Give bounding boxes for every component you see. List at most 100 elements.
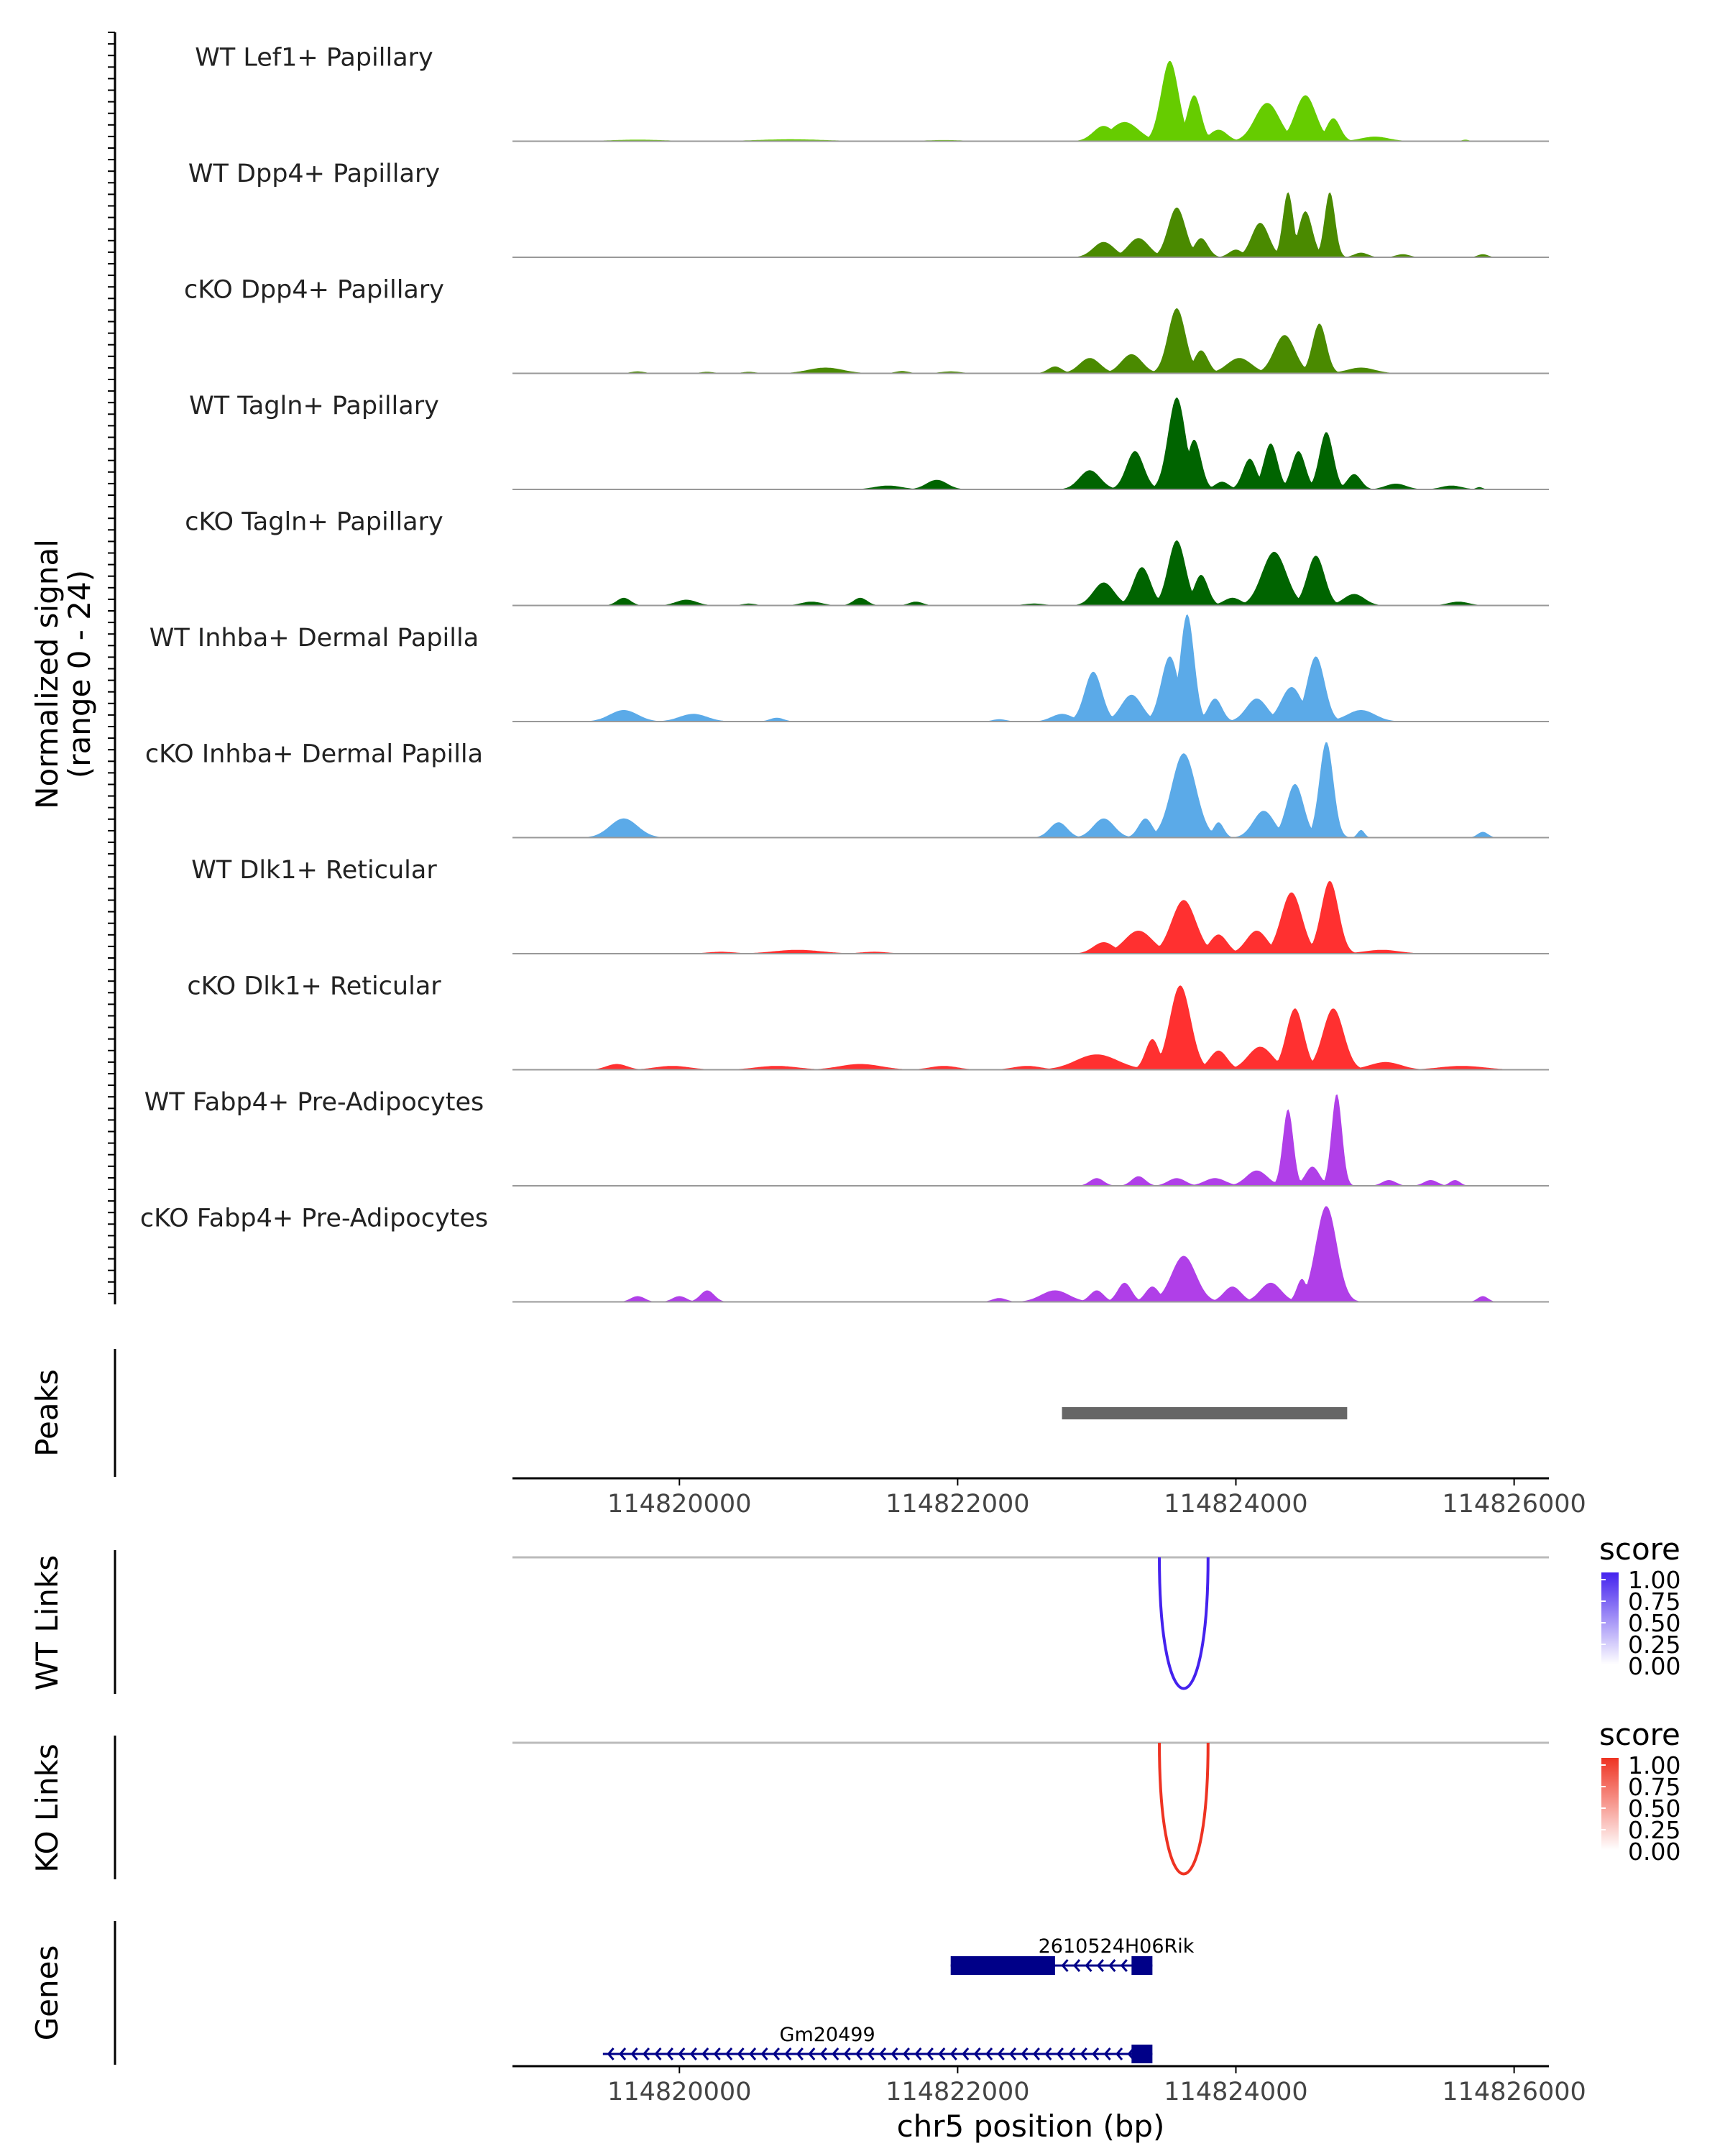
strand-arrow bbox=[819, 2047, 827, 2060]
strand-arrow bbox=[1103, 2047, 1111, 2060]
strand-arrow bbox=[997, 2047, 1005, 2060]
strand-arrow bbox=[1056, 2047, 1064, 2060]
coverage-track: WT Lef1+ Papillary bbox=[195, 44, 1549, 142]
x-tick-label: 114820000 bbox=[607, 1490, 751, 1519]
coverage-area bbox=[512, 540, 1549, 606]
track-label: cKO Tagln+ Papillary bbox=[185, 508, 443, 537]
strand-arrow bbox=[607, 2047, 615, 2060]
coverage-y-label: Normalized signal bbox=[29, 539, 65, 809]
legend-tick-label: 0.50 bbox=[1628, 1795, 1680, 1823]
strand-arrow bbox=[702, 2047, 709, 2060]
strand-arrow bbox=[760, 2047, 768, 2060]
x-axis-top: 114820000 114822000 114824000 114826000 bbox=[512, 1477, 1586, 1519]
coverage-area bbox=[512, 880, 1549, 954]
coverage-track: cKO Tagln+ Papillary bbox=[185, 508, 1549, 607]
strand-arrow bbox=[843, 2047, 851, 2060]
strand-arrow bbox=[878, 2047, 887, 2060]
strand-arrow bbox=[678, 2047, 686, 2060]
coverage-area bbox=[512, 397, 1549, 489]
strand-arrow bbox=[1068, 2047, 1076, 2060]
legend-colorbar bbox=[1601, 1758, 1619, 1850]
strand-arrow bbox=[902, 2047, 910, 2060]
strand-arrow bbox=[689, 2047, 697, 2060]
strand-arrow bbox=[1120, 1959, 1128, 1972]
gene-exon bbox=[1131, 1956, 1153, 1975]
strand-arrow bbox=[772, 2047, 781, 2060]
strand-arrow bbox=[949, 2047, 957, 2060]
peak-region bbox=[1062, 1407, 1348, 1419]
peaks-track-label: Peaks bbox=[29, 1369, 65, 1457]
links-tracks bbox=[114, 1550, 1549, 1879]
strand-arrow bbox=[1044, 2047, 1052, 2060]
strand-arrow bbox=[748, 2047, 757, 2060]
track-label: WT Dlk1+ Reticular bbox=[191, 856, 437, 885]
coverage-y-label-range: (range 0 - 24) bbox=[62, 570, 97, 778]
strand-arrow bbox=[855, 2047, 863, 2060]
link-arc bbox=[1158, 1742, 1210, 1876]
legend-tick-label: 0.75 bbox=[1628, 1773, 1680, 1801]
links-track bbox=[114, 1736, 1549, 1879]
legend-title: score bbox=[1599, 1717, 1680, 1752]
x-tick-label: 114824000 bbox=[1164, 1490, 1307, 1519]
x-tick-label: 114826000 bbox=[1442, 1490, 1586, 1519]
strand-arrow bbox=[713, 2047, 721, 2060]
strand-arrow bbox=[725, 2047, 733, 2060]
strand-arrow bbox=[1092, 2047, 1100, 2060]
strand-arrow bbox=[891, 2047, 898, 2060]
coverage-track: cKO Fabp4+ Pre-Adipocytes bbox=[140, 1204, 1549, 1303]
peaks-track bbox=[114, 1349, 1348, 1477]
legend-colorbar bbox=[1601, 1572, 1619, 1664]
coverage-track: cKO Inhba+ Dermal Papilla bbox=[145, 740, 1549, 839]
coverage-track: cKO Dlk1+ Reticular bbox=[187, 972, 1549, 1071]
coverage-y-axis bbox=[108, 32, 116, 1304]
strand-arrow bbox=[1021, 2047, 1029, 2060]
gene-exon bbox=[1131, 2045, 1153, 2063]
genes-track: 2610524H06Rik Gm20499 bbox=[114, 1921, 1195, 2065]
link-arc bbox=[1158, 1557, 1210, 1690]
track-label: WT Dpp4+ Papillary bbox=[188, 160, 440, 188]
coverage-track: WT Dpp4+ Papillary bbox=[188, 160, 1549, 258]
gene-exon bbox=[950, 1956, 1055, 1975]
strand-arrow bbox=[1108, 1959, 1116, 1972]
strand-arrow bbox=[666, 2047, 673, 2060]
gene-model: 2610524H06Rik bbox=[950, 1935, 1195, 1975]
strand-arrow bbox=[654, 2047, 662, 2060]
legend-tick-label: 0.25 bbox=[1628, 1816, 1680, 1844]
strand-arrow bbox=[642, 2047, 650, 2060]
track-label: WT Fabp4+ Pre-Adipocytes bbox=[144, 1088, 484, 1117]
strand-arrow bbox=[1116, 2047, 1123, 2060]
strand-arrow bbox=[926, 2047, 934, 2060]
track-label: cKO Dlk1+ Reticular bbox=[187, 972, 441, 1001]
coverage-area bbox=[512, 192, 1549, 257]
strand-arrow bbox=[962, 2047, 970, 2060]
legend-tick-label: 0.00 bbox=[1628, 1838, 1680, 1866]
strand-arrow bbox=[832, 2047, 840, 2060]
strand-arrow bbox=[784, 2047, 792, 2060]
track-label: WT Tagln+ Papillary bbox=[189, 392, 439, 420]
coverage-area bbox=[512, 985, 1549, 1070]
strand-arrow bbox=[938, 2047, 946, 2060]
x-axis-label: chr5 position (bp) bbox=[897, 2109, 1165, 2144]
x-tick-label: 114822000 bbox=[886, 2078, 1029, 2106]
legend-tick-label: 0.50 bbox=[1628, 1609, 1680, 1637]
track-label: WT Inhba+ Dermal Papilla bbox=[150, 624, 479, 653]
track-label: cKO Dpp4+ Papillary bbox=[184, 276, 444, 305]
strand-arrow bbox=[630, 2047, 638, 2060]
x-tick-label: 114820000 bbox=[607, 2078, 751, 2106]
strand-arrow bbox=[973, 2047, 981, 2060]
strand-arrow bbox=[985, 2047, 993, 2060]
legend-tick-label: 1.00 bbox=[1628, 1751, 1680, 1779]
coverage-track: WT Inhba+ Dermal Papilla bbox=[150, 614, 1549, 722]
strand-arrow bbox=[1085, 1959, 1092, 1972]
x-tick-label: 114824000 bbox=[1164, 2078, 1307, 2106]
gene-model: Gm20499 bbox=[602, 2024, 1153, 2063]
strand-arrow bbox=[1008, 2047, 1017, 2060]
legend-title: score bbox=[1599, 1531, 1680, 1567]
coverage-area bbox=[512, 60, 1549, 142]
legend-tick-label: 1.00 bbox=[1628, 1566, 1680, 1594]
strand-arrow bbox=[1072, 1959, 1081, 1972]
coverage-track: WT Tagln+ Papillary bbox=[189, 392, 1549, 490]
track-label: cKO Inhba+ Dermal Papilla bbox=[145, 740, 483, 769]
